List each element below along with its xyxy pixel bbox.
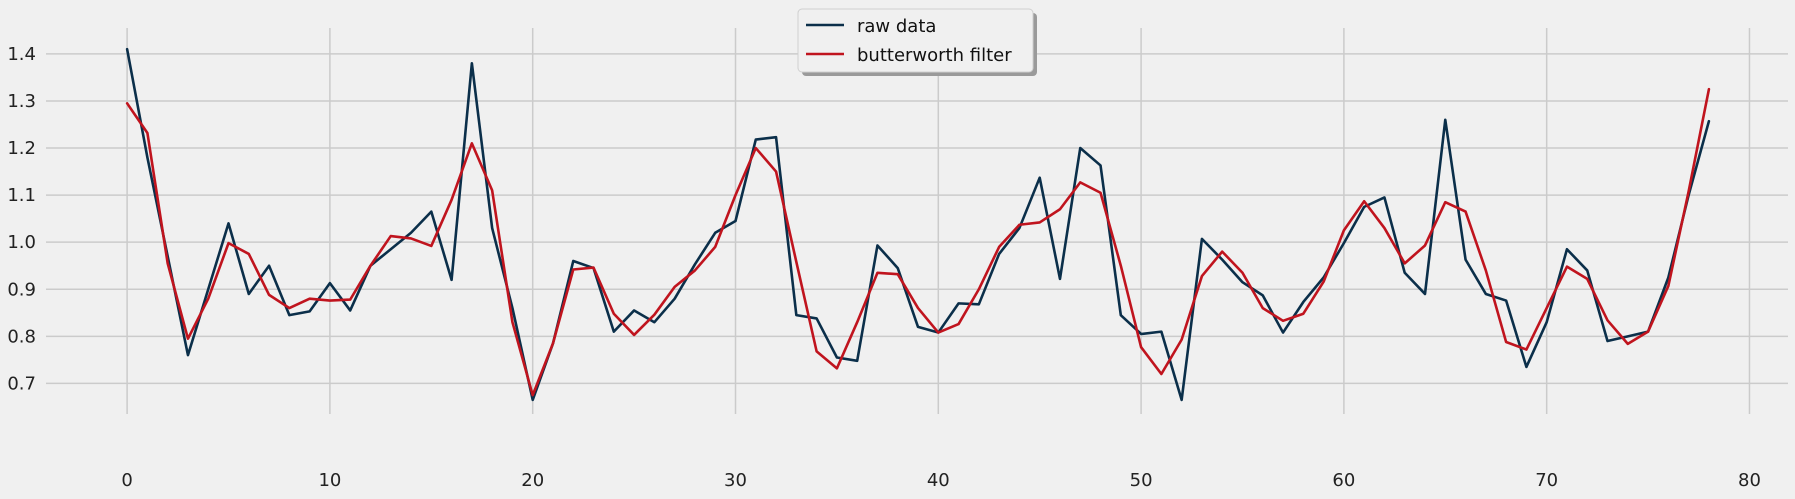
series-line-raw-data [125, 47, 1711, 402]
x-tick-label: 40 [927, 470, 950, 491]
y-tick-label: 1.2 [7, 138, 36, 159]
y-tick-label: 1.4 [7, 44, 36, 65]
legend: raw data butterworth filter [797, 8, 1037, 76]
y-tick-label: 1.0 [7, 232, 36, 253]
y-tick-label: 1.1 [7, 185, 36, 206]
y-tick-label: 1.3 [7, 91, 36, 112]
x-tick-label: 50 [1130, 470, 1153, 491]
y-tick-label: 0.8 [7, 326, 36, 347]
legend-label-butterworth-filter: butterworth filter [857, 45, 1012, 66]
y-tick-labels: 0.7 0.8 0.9 1.0 1.1 1.2 1.3 1.4 [7, 44, 36, 395]
x-tick-labels: 0 10 20 30 40 50 60 70 80 [121, 470, 1761, 491]
x-tick-label: 0 [121, 470, 132, 491]
x-tick-label: 20 [521, 470, 544, 491]
x-tick-label: 10 [318, 470, 341, 491]
y-gridlines [46, 53, 1788, 385]
series-layer [125, 47, 1711, 402]
legend-box [797, 8, 1034, 73]
y-tick-label: 0.9 [7, 279, 36, 300]
series-line-butterworth-filter [125, 87, 1711, 397]
x-tick-label: 30 [724, 470, 747, 491]
x-tick-label: 70 [1535, 470, 1558, 491]
x-tick-label: 60 [1332, 470, 1355, 491]
x-gridlines [126, 28, 1751, 414]
y-tick-label: 0.7 [7, 373, 36, 394]
legend-label-raw-data: raw data [857, 16, 936, 37]
x-tick-label: 80 [1738, 470, 1761, 491]
